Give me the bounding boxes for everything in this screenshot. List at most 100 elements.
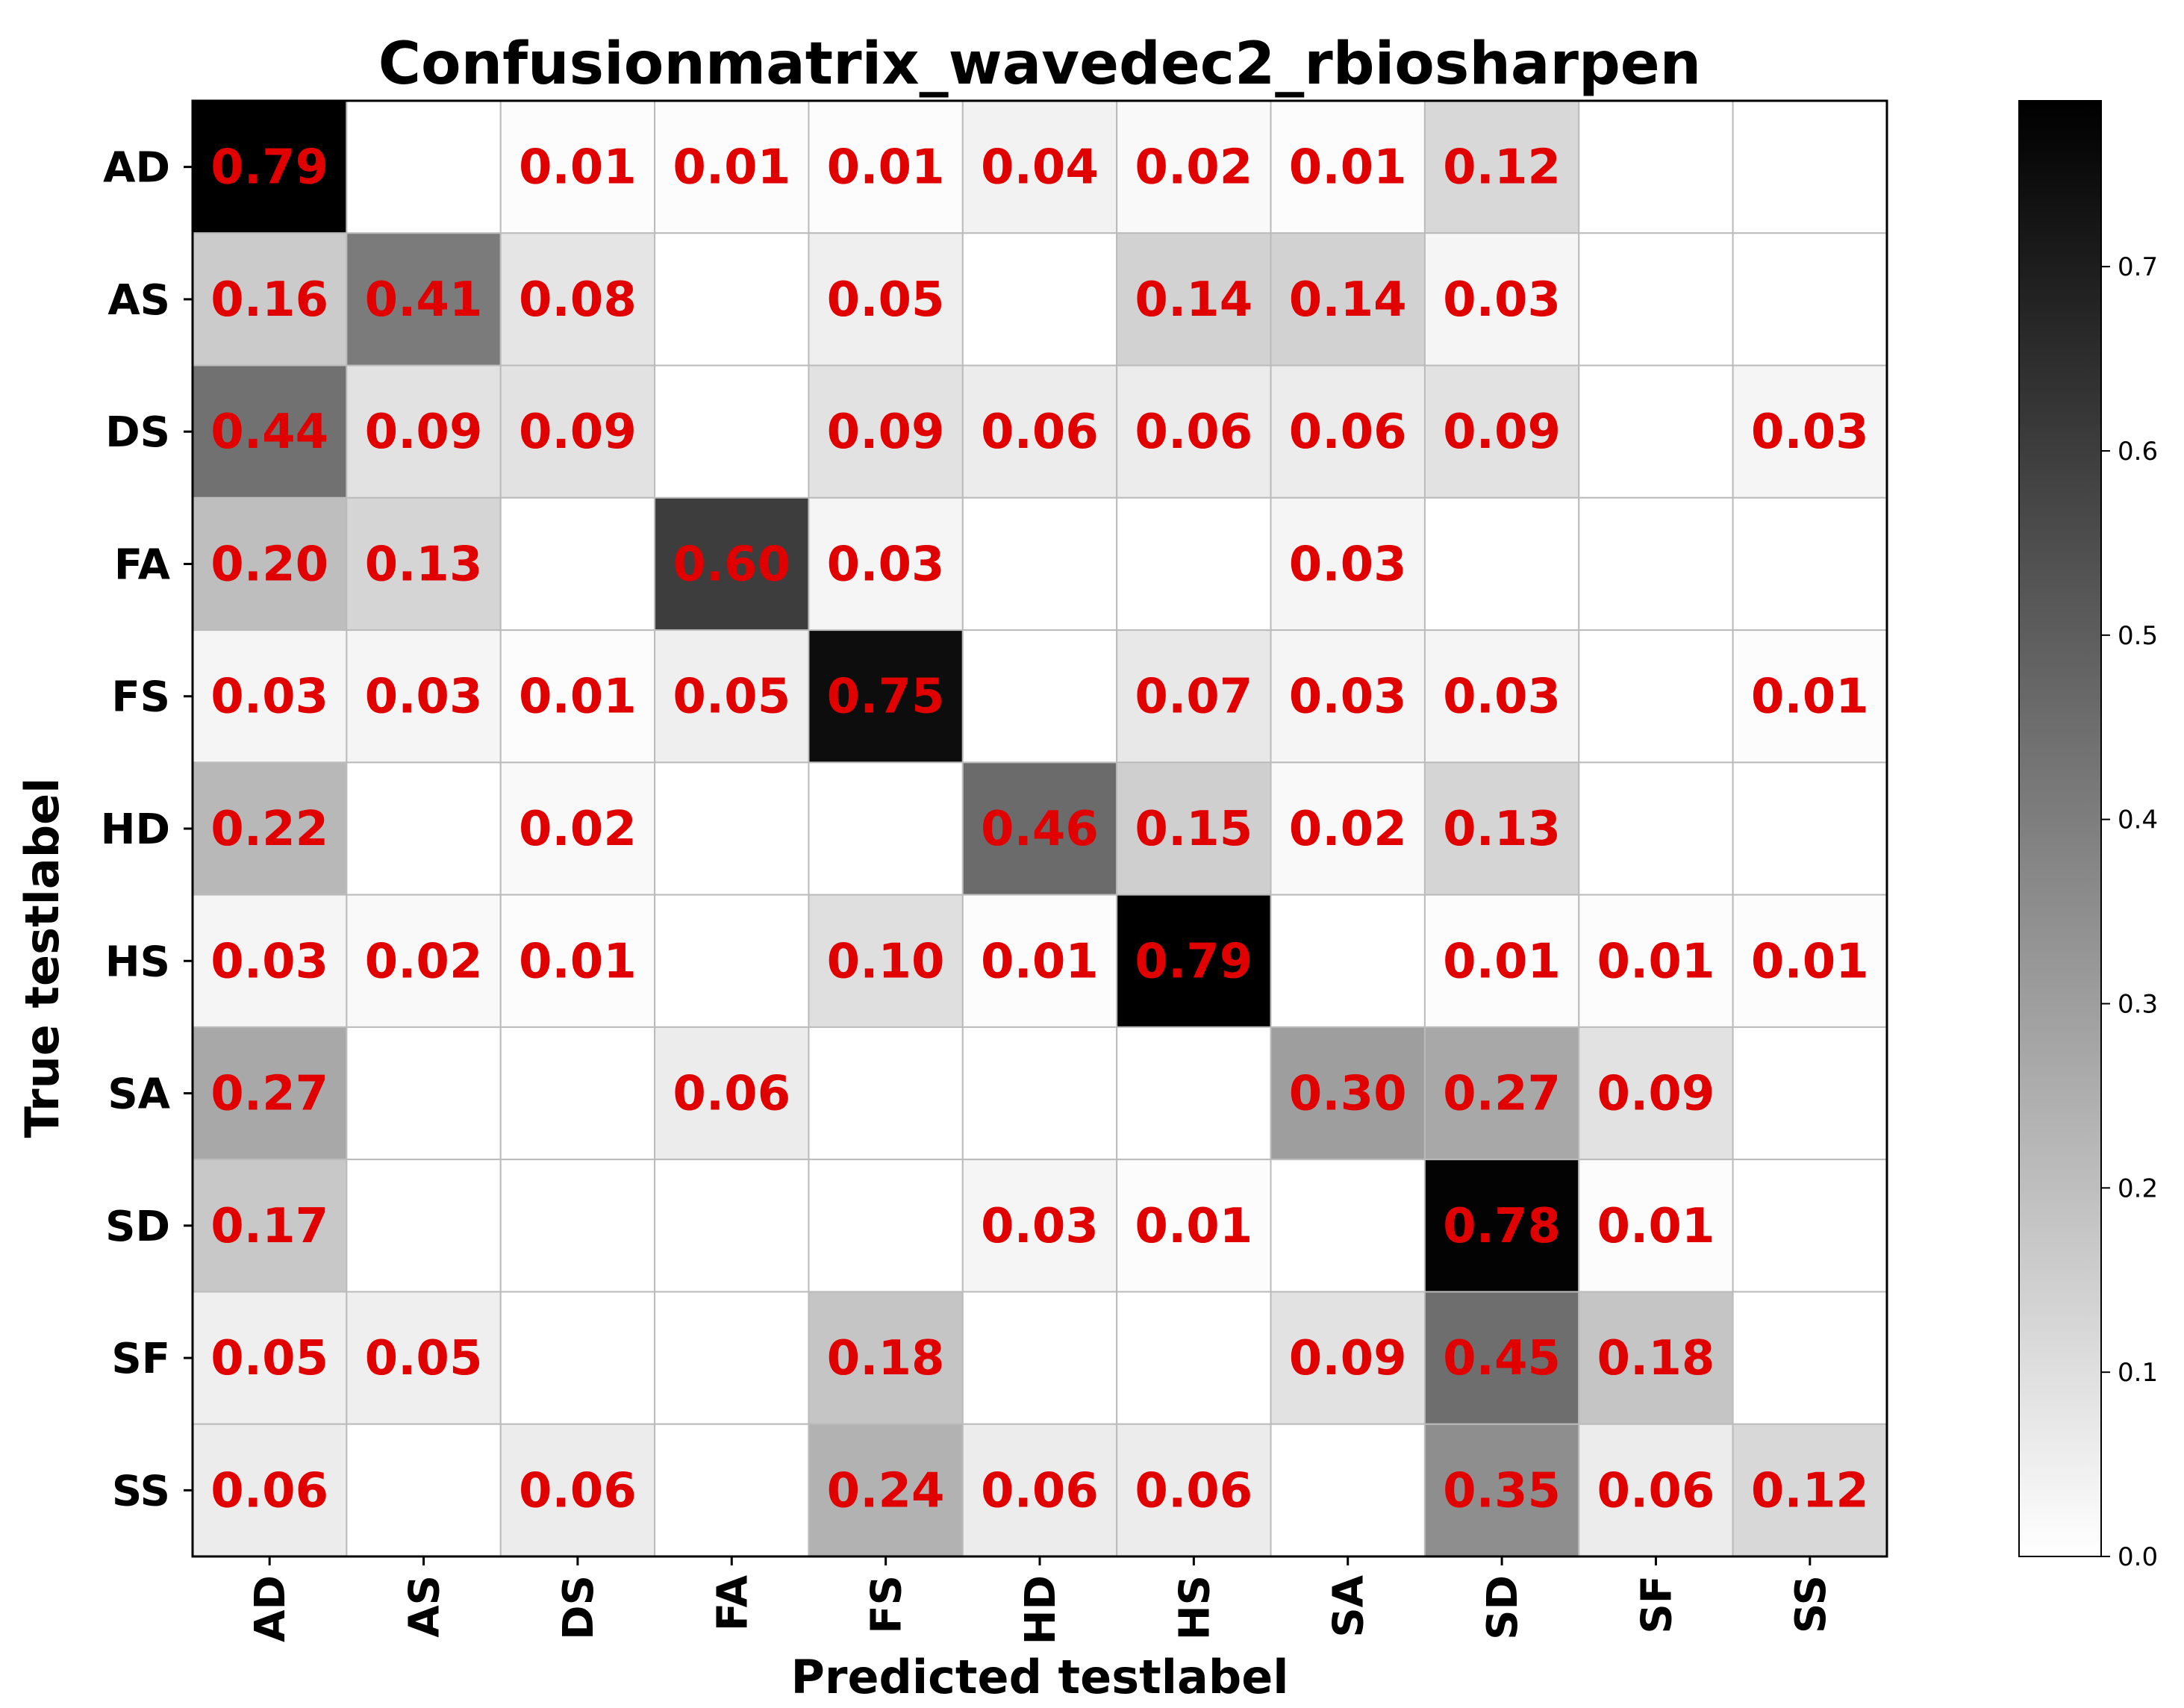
cell-value-label: 0.17 xyxy=(210,1199,328,1254)
heatmap-cell xyxy=(808,364,964,499)
y-tick-label: FS xyxy=(111,673,170,722)
heatmap-cell xyxy=(499,894,656,1028)
cell-value-label: 0.75 xyxy=(827,670,945,725)
cell-value-label: 0.14 xyxy=(1289,272,1407,328)
chart-title: Confusionmatrix_wavedec2_rbiosharpen xyxy=(378,31,1701,98)
cell-value-label: 0.01 xyxy=(827,140,945,196)
heatmap-cell xyxy=(1270,1159,1426,1293)
cell-value-label: 0.13 xyxy=(1443,802,1561,857)
heatmap-cell xyxy=(808,1159,964,1293)
cell-value-label: 0.06 xyxy=(673,1067,790,1122)
colorbar-tick-label: 0.7 xyxy=(2118,252,2158,282)
colorbar-ticks: 0.0 0.1 0.2 0.3 0.4 0.5 0.6 0.7 xyxy=(2101,252,2158,1572)
heatmap-cell xyxy=(654,100,810,234)
heatmap-cell xyxy=(1423,496,1580,632)
cell-value-label: 0.06 xyxy=(1289,405,1407,460)
cell-value-label: 0.02 xyxy=(1135,140,1252,196)
heatmap-cell xyxy=(654,364,810,499)
heatmap-cell xyxy=(808,761,964,896)
heatmap-cell xyxy=(192,232,348,367)
cell-value-label: 0.06 xyxy=(519,1463,637,1518)
cell-value-label: 0.05 xyxy=(210,1331,328,1386)
cell-value-label: 0.05 xyxy=(673,670,790,725)
heatmap-cell xyxy=(1578,100,1734,234)
heatmap-cell xyxy=(1270,1423,1426,1558)
heatmap-cell xyxy=(346,894,502,1028)
cell-value-label: 0.35 xyxy=(1443,1463,1561,1518)
cell-value-label: 0.60 xyxy=(673,537,790,592)
heatmap-cell xyxy=(499,1291,656,1425)
heatmap-cell xyxy=(808,100,964,234)
heatmap-cell xyxy=(1732,100,1888,234)
y-tick-label: SA xyxy=(107,1070,170,1119)
heatmap-cell xyxy=(1578,232,1734,367)
cell-value-label: 0.12 xyxy=(1443,140,1561,196)
cell-value-label: 0.09 xyxy=(519,405,637,460)
heatmap-cell xyxy=(499,1423,656,1558)
cell-value-label: 0.03 xyxy=(365,670,483,725)
cell-value-label: 0.03 xyxy=(1443,272,1561,328)
heatmap-cell xyxy=(1116,894,1272,1028)
colorbar-tick-label: 0.2 xyxy=(2118,1174,2158,1203)
cell-value-label: 0.78 xyxy=(1443,1199,1561,1254)
heatmap-cell xyxy=(1423,232,1580,367)
heatmap-cell xyxy=(192,629,348,764)
heatmap-cell xyxy=(1423,1159,1580,1293)
cell-value-label: 0.01 xyxy=(1597,1199,1715,1254)
cell-value-label: 0.01 xyxy=(673,140,790,196)
heatmap-cell xyxy=(654,496,810,632)
cell-value-label: 0.16 xyxy=(210,272,328,328)
colorbar-tick-label: 0.1 xyxy=(2118,1358,2158,1388)
cell-value-label: 0.24 xyxy=(827,1463,945,1518)
heatmap-cell xyxy=(1423,364,1580,499)
heatmap-cell xyxy=(1116,496,1272,632)
heatmap-cell xyxy=(961,232,1118,367)
colorbar-tick-label: 0.4 xyxy=(2118,805,2158,835)
cell-value-label: 0.06 xyxy=(1135,1463,1252,1518)
heatmap-cell xyxy=(808,1026,964,1161)
x-tick-label: SS xyxy=(1787,1575,1835,1633)
cell-value-label: 0.41 xyxy=(365,272,483,328)
cell-value-label: 0.09 xyxy=(1597,1067,1715,1122)
heatmap-cell xyxy=(1423,894,1580,1028)
x-tick-label: FA xyxy=(708,1574,757,1631)
colorbar-tick-label: 0.0 xyxy=(2118,1542,2158,1572)
cell-value-label: 0.03 xyxy=(827,537,945,592)
x-tick-label: DS xyxy=(555,1575,603,1640)
cell-value-label: 0.03 xyxy=(981,1199,1099,1254)
cell-value-label: 0.07 xyxy=(1135,670,1252,725)
heatmap-cell xyxy=(654,232,810,367)
heatmap-cell xyxy=(961,364,1118,499)
cell-value-label: 0.01 xyxy=(1443,934,1561,989)
cell-value-label: 0.06 xyxy=(1135,405,1252,460)
heatmap-cell xyxy=(961,761,1118,896)
x-tick-label: SA xyxy=(1325,1574,1373,1637)
cell-value-label: 0.01 xyxy=(519,670,637,725)
heatmap-cell xyxy=(499,232,656,367)
cell-value-label: 0.01 xyxy=(1289,140,1407,196)
cell-value-label: 0.04 xyxy=(981,140,1099,196)
cell-value-label: 0.02 xyxy=(519,802,637,857)
heatmap-cell xyxy=(346,1423,502,1558)
heatmap-cell xyxy=(1270,1291,1426,1425)
colorbar-tick-label: 0.6 xyxy=(2118,437,2158,467)
heatmap-cell xyxy=(808,232,964,367)
cell-value-label: 0.79 xyxy=(1135,934,1252,989)
x-tick-label: HS xyxy=(1170,1575,1219,1640)
heatmap-cell xyxy=(961,894,1118,1028)
cell-value-label: 0.05 xyxy=(827,272,945,328)
heatmap-cell xyxy=(1578,1423,1734,1558)
x-tick-label: AD xyxy=(246,1575,295,1642)
cell-value-label: 0.03 xyxy=(1289,537,1407,592)
heatmap-cell xyxy=(1116,629,1272,764)
heatmap-cell xyxy=(346,100,502,234)
heatmap-cell xyxy=(346,629,502,764)
cell-value-label: 0.01 xyxy=(1751,934,1869,989)
heatmap-cell xyxy=(346,1159,502,1293)
heatmap-cell xyxy=(961,100,1118,234)
heatmap-cell xyxy=(654,1291,810,1425)
heatmap-cell xyxy=(499,496,656,632)
heatmap-cell xyxy=(654,629,810,764)
heatmap-cell xyxy=(499,1026,656,1161)
heatmap-cell xyxy=(654,761,810,896)
